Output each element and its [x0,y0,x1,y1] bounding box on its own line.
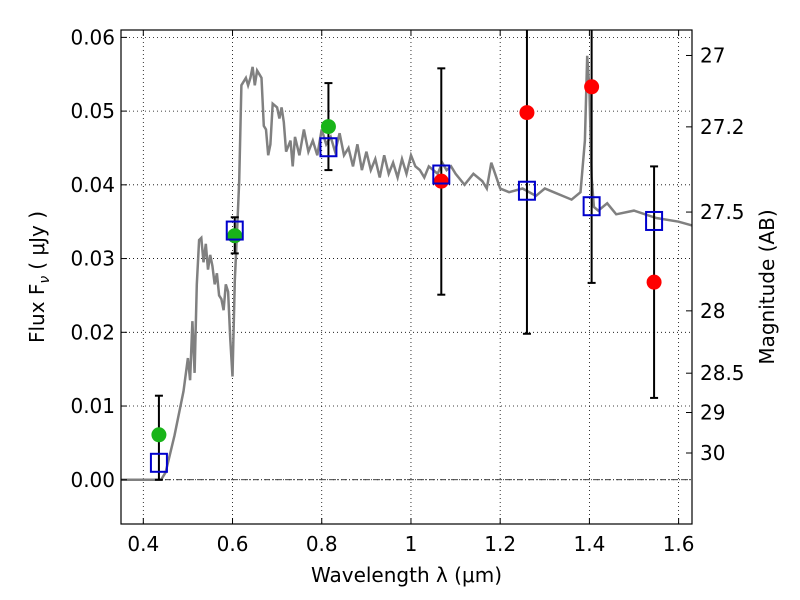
y-tick-label: 0.00 [70,468,115,492]
y-axis-label-units: ( μJy ) [25,211,49,270]
model-box [432,164,451,185]
y2-axis-label: Magnitude (AB) [755,209,779,364]
model-box [225,220,244,241]
x-tick-label: 1.6 [663,532,695,556]
nir-point [519,105,535,121]
y-tick-label: 0.04 [70,173,115,197]
optical-points [151,119,336,443]
y-tick-label: 0.01 [70,394,115,418]
model-boxes [149,137,664,473]
y2-tick-label: 27.2 [700,115,745,139]
y2-tick-label: 28.5 [700,361,745,385]
y-tick-label: 0.03 [70,247,115,271]
x-axis-label: Wavelength λ (μm) [311,563,502,587]
y-tick-label: 0.02 [70,320,115,344]
y-axis-label-subscript: ν [37,276,53,284]
nir-point [433,173,449,189]
x-tick-label: 1.2 [484,532,516,556]
nir-point [646,274,662,290]
optical-point [227,228,243,244]
x-tick-label: 1 [405,532,418,556]
y2-tick-label: 29 [700,401,725,425]
model-box [582,196,601,217]
x-tick-label: 1.4 [573,532,605,556]
grid-lines [121,30,692,524]
y-axis-ticks: 0.00 0.01 0.02 0.03 0.04 0.05 0.06 [70,25,127,492]
model-box [319,137,338,158]
x-tick-label: 0.4 [127,532,159,556]
y-axis-label: Flux Fν ( μJy ) [25,211,53,343]
x-axis-ticks: 0.4 0.6 0.8 1 1.2 1.4 1.6 [127,30,695,556]
model-box [517,180,536,201]
plot-frame [120,29,693,525]
y2-tick-label: 30 [700,441,725,465]
y-tick-label: 0.05 [70,99,115,123]
model-spectrum-line [121,55,693,482]
y2-axis-ticks: 27 27.2 27.5 28 28.5 29 30 [686,43,745,465]
x-tick-label: 0.8 [306,532,338,556]
optical-point [151,427,167,443]
y2-tick-label: 28 [700,299,725,323]
y2-tick-label: 27.5 [700,200,745,224]
y-tick-label: 0.06 [70,25,115,49]
model-box [149,452,168,473]
nir-point [584,79,600,95]
model-box [645,210,664,231]
y2-tick-label: 27 [700,43,725,67]
optical-point [320,119,336,135]
x-tick-label: 0.6 [217,532,249,556]
nir-points [433,79,662,290]
y-axis-label-main: Flux F [25,284,49,343]
error-bars [154,30,659,481]
